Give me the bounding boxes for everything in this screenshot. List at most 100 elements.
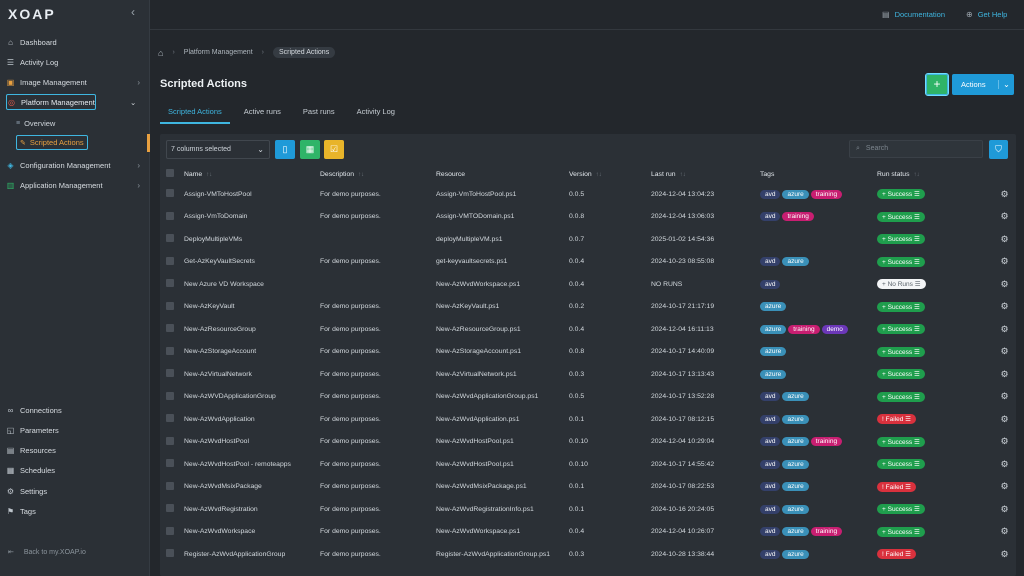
search-input[interactable]: ⌕ Search [849, 140, 983, 158]
header-resource[interactable]: Resource [436, 170, 466, 178]
sidebar-subitem-scripted-actions[interactable]: ✎ Scripted Actions [16, 135, 88, 150]
chevron-down-icon[interactable]: ⌄ [998, 80, 1014, 89]
header-description[interactable]: Description ↑↓ [320, 170, 364, 178]
status-badge[interactable]: + Success ☰ [877, 211, 925, 222]
status-badge[interactable]: + Success ☰ [877, 346, 925, 357]
gear-icon[interactable]: ⚙ [1000, 503, 1009, 514]
status-badge[interactable]: + Success ☰ [877, 324, 925, 335]
gear-icon[interactable]: ⚙ [1000, 278, 1009, 289]
row-checkbox[interactable] [166, 526, 174, 535]
status-badge[interactable]: + Success ☰ [877, 369, 925, 380]
column-selector[interactable]: 7 columns selected ⌄ [166, 140, 270, 159]
status-badge[interactable]: ! Failed ☰ [877, 549, 916, 560]
table-row[interactable]: New-AzWvdRegistration For demo purposes. N… [160, 498, 1016, 521]
tab-scripted-actions[interactable]: Scripted Actions [160, 102, 230, 124]
row-checkbox[interactable] [166, 369, 174, 378]
sidebar-item-dashboard[interactable]: ⌂ Dashboard [6, 34, 144, 50]
chevron-down-icon[interactable]: ⌄ [130, 97, 137, 107]
gear-icon[interactable]: ⚙ [1000, 548, 1009, 559]
row-checkbox[interactable] [166, 301, 174, 310]
row-checkbox[interactable] [166, 436, 174, 445]
gear-icon[interactable]: ⚙ [1000, 368, 1009, 379]
gear-icon[interactable]: ⚙ [1000, 391, 1009, 402]
gear-icon[interactable]: ⚙ [1000, 436, 1009, 447]
status-badge[interactable]: + Success ☰ [877, 189, 925, 200]
gear-icon[interactable]: ⚙ [1000, 301, 1009, 312]
sidebar-item-parameters[interactable]: ◱ Parameters [6, 422, 144, 438]
table-row[interactable]: New-AzVirtualNetwork For demo purposes. Ne… [160, 363, 1016, 386]
sidebar-item-configuration-management[interactable]: ◈ Configuration Management › [6, 157, 144, 173]
tab-activity-log[interactable]: Activity Log [356, 107, 395, 116]
export-pdf-button[interactable]: ☑ [324, 140, 344, 159]
status-badge[interactable]: + Success ☰ [877, 436, 925, 447]
row-checkbox[interactable] [166, 324, 174, 333]
gear-icon[interactable]: ⚙ [1000, 413, 1009, 424]
tab-active-runs[interactable]: Active runs [243, 107, 281, 116]
status-badge[interactable]: ! Failed ☰ [877, 414, 916, 425]
sidebar-item-connections[interactable]: ∞ Connections [6, 402, 144, 418]
gear-icon[interactable]: ⚙ [1000, 346, 1009, 357]
status-badge[interactable]: + Success ☰ [877, 459, 925, 470]
row-checkbox[interactable] [166, 346, 174, 355]
table-row[interactable]: New-AzWvdHostPool - remoteapps For demo p… [160, 453, 1016, 476]
status-badge[interactable]: + Success ☰ [877, 234, 925, 245]
header-version[interactable]: Version ↑↓ [569, 170, 602, 178]
status-badge[interactable]: + Success ☰ [877, 526, 925, 537]
row-checkbox[interactable] [166, 481, 174, 490]
status-badge[interactable]: + Success ☰ [877, 256, 925, 267]
sidebar-item-resources[interactable]: ▤ Resources [6, 442, 144, 458]
status-badge[interactable]: + No Runs ☰ [877, 279, 926, 290]
sidebar-item-schedules[interactable]: ▦ Schedules [6, 462, 144, 478]
table-row[interactable]: New-AzKeyVault For demo purposes. New-AzKe… [160, 296, 1016, 319]
status-badge[interactable]: + Success ☰ [877, 504, 925, 515]
table-row[interactable]: Get-AzKeyVaultSecrets For demo purposes. g… [160, 251, 1016, 274]
sidebar-item-application-management[interactable]: ▥ Application Management › [6, 177, 144, 193]
row-checkbox[interactable] [166, 189, 174, 198]
tab-past-runs[interactable]: Past runs [302, 107, 335, 116]
sidebar-item-activity-log[interactable]: ☰ Activity Log [6, 54, 144, 70]
gear-icon[interactable]: ⚙ [1000, 481, 1009, 492]
table-row[interactable]: New-AzStorageAccount For demo purposes. Ne… [160, 341, 1016, 364]
filter-button[interactable]: ⛉ [989, 140, 1008, 159]
gear-icon[interactable]: ⚙ [1000, 188, 1009, 199]
breadcrumb-platform-management[interactable]: Platform Management [183, 49, 253, 56]
status-badge[interactable]: + Success ☰ [877, 391, 925, 402]
row-checkbox[interactable] [166, 414, 174, 423]
collapse-sidebar-icon[interactable]: ‹ [131, 5, 135, 19]
row-checkbox[interactable] [166, 211, 174, 220]
add-button[interactable]: + [925, 73, 949, 96]
table-row[interactable]: Assign-VMToHostPool For demo purposes. Ass… [160, 183, 1016, 206]
status-badge[interactable]: ! Failed ☰ [877, 481, 916, 492]
header-last-run[interactable]: Last run ↑↓ [651, 170, 686, 178]
export-excel-button[interactable]: ▦ [300, 140, 320, 159]
xoap-logo[interactable]: XOAP [8, 6, 56, 22]
table-row[interactable]: DeployMultipleVMs deployMultipleVM.ps1 0.0… [160, 228, 1016, 251]
row-checkbox[interactable] [166, 279, 174, 288]
row-checkbox[interactable] [166, 234, 174, 243]
gear-icon[interactable]: ⚙ [1000, 458, 1009, 469]
documentation-link[interactable]: ▤ Documentation [882, 10, 945, 19]
sidebar-item-settings[interactable]: ⚙ Settings [6, 483, 144, 499]
table-row[interactable]: New-AzWvdWorkspace For demo purposes. New-… [160, 521, 1016, 544]
gear-icon[interactable]: ⚙ [1000, 211, 1009, 222]
table-row[interactable]: New-AzWvdApplication For demo purposes. Ne… [160, 408, 1016, 431]
table-row[interactable]: New-AzWVDApplicationGroup For demo purpos… [160, 386, 1016, 409]
gear-icon[interactable]: ⚙ [1000, 256, 1009, 267]
row-checkbox[interactable] [166, 459, 174, 468]
select-all-checkbox[interactable] [166, 169, 174, 177]
sidebar-item-image-management[interactable]: ▣ Image Management › [6, 74, 144, 90]
get-help-link[interactable]: ⊕ Get Help [966, 10, 1007, 19]
row-checkbox[interactable] [166, 504, 174, 513]
gear-icon[interactable]: ⚙ [1000, 526, 1009, 537]
table-row[interactable]: New Azure VD Workspace New-AzWvdWorkspace… [160, 273, 1016, 296]
export-csv-button[interactable]: ▯ [275, 140, 295, 159]
table-row[interactable]: Assign-VmToDomain For demo purposes. Assig… [160, 206, 1016, 229]
sidebar-subitem-overview[interactable]: ≡ Overview [16, 116, 55, 131]
row-checkbox[interactable] [166, 391, 174, 400]
row-checkbox[interactable] [166, 549, 174, 558]
table-row[interactable]: Register-AzWvdApplicationGroup For demo p… [160, 543, 1016, 566]
header-name[interactable]: Name ↑↓ [184, 170, 213, 178]
sidebar-item-tags[interactable]: ⚑ Tags [6, 503, 144, 519]
back-link[interactable]: ⇤ Back to my.XOAP.io [8, 548, 86, 557]
gear-icon[interactable]: ⚙ [1000, 323, 1009, 334]
